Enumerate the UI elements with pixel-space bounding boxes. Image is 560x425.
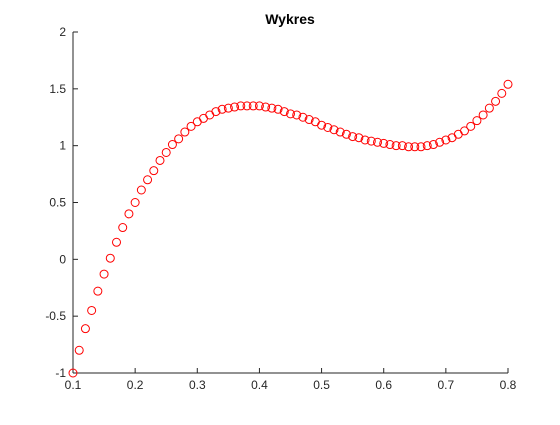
data-point <box>236 101 246 111</box>
data-point <box>379 138 389 148</box>
data-point <box>223 103 233 113</box>
data-point <box>211 107 221 117</box>
data-point <box>118 223 128 233</box>
data-point <box>304 115 314 125</box>
data-point <box>130 198 140 207</box>
x-tick-label: 0.7 <box>438 378 455 392</box>
data-point <box>217 104 227 114</box>
data-point <box>112 237 121 247</box>
data-point <box>478 110 488 120</box>
data-point <box>422 141 432 151</box>
data-point <box>248 101 258 111</box>
data-point <box>354 133 364 143</box>
data-point <box>298 112 308 122</box>
data-point <box>99 269 109 279</box>
data-point <box>335 127 345 137</box>
data-point <box>192 117 202 127</box>
data-points <box>68 79 513 378</box>
data-point <box>491 96 501 106</box>
data-point <box>366 136 376 146</box>
data-point <box>435 137 445 147</box>
data-point <box>136 185 146 195</box>
data-point <box>205 110 215 120</box>
data-point <box>167 140 177 150</box>
data-point <box>397 141 407 151</box>
y-tick-label: 1.5 <box>49 82 66 96</box>
data-point <box>391 141 401 151</box>
x-tick-label: 0.2 <box>127 378 144 392</box>
data-point <box>348 132 358 142</box>
data-point <box>329 125 339 135</box>
data-point <box>74 345 84 355</box>
data-point <box>186 121 196 131</box>
y-tick-label: 0 <box>59 252 66 266</box>
y-tick-label: 2 <box>59 25 66 39</box>
data-point <box>80 324 90 334</box>
data-point <box>87 305 97 315</box>
data-point <box>161 147 171 157</box>
y-tick-label: -1 <box>55 366 66 380</box>
x-tick-label: 0.3 <box>189 378 206 392</box>
data-point <box>279 107 289 117</box>
data-point <box>143 175 153 185</box>
data-point <box>385 140 395 150</box>
x-tick-label: 0.8 <box>500 378 517 392</box>
data-point <box>484 103 494 113</box>
data-point <box>453 129 463 139</box>
axes: 0.1 0.2 0.3 0.4 0.5 0.6 0.7 0.8 -1 -0.5 0 0.5 1 1.5 2 <box>45 25 516 392</box>
data-point <box>404 142 414 152</box>
data-point <box>441 135 451 145</box>
x-tick-label: 0.6 <box>375 378 392 392</box>
data-point <box>242 101 252 111</box>
data-point <box>199 113 208 123</box>
data-point <box>373 137 382 147</box>
data-point <box>155 155 165 165</box>
chart-title: Wykres <box>265 11 315 27</box>
y-tick-label: 1 <box>59 139 66 153</box>
data-point <box>105 253 115 263</box>
y-tick-label: -0.5 <box>45 309 66 323</box>
data-point <box>93 286 103 296</box>
data-point <box>466 121 476 131</box>
data-point <box>267 103 277 113</box>
data-point <box>254 101 264 111</box>
data-point <box>273 104 283 114</box>
data-point <box>174 134 184 144</box>
data-point <box>261 102 271 112</box>
data-point <box>68 368 78 378</box>
data-point <box>460 126 469 136</box>
data-point <box>317 120 327 130</box>
x-tick-label: 0.1 <box>65 378 82 392</box>
data-point <box>497 88 507 98</box>
data-point <box>472 116 482 126</box>
x-tick-label: 0.4 <box>251 378 268 392</box>
data-point <box>416 142 426 152</box>
data-point <box>360 135 370 145</box>
y-tick-label: 0.5 <box>49 196 66 210</box>
data-point <box>341 129 351 139</box>
data-point <box>286 109 295 119</box>
x-tick-label: 0.5 <box>313 378 330 392</box>
data-point <box>230 102 240 112</box>
data-point <box>410 142 420 152</box>
data-point <box>124 209 134 219</box>
data-point <box>149 166 159 176</box>
data-point <box>428 140 438 150</box>
data-point <box>323 122 333 132</box>
data-point <box>180 127 190 137</box>
data-point <box>503 79 513 89</box>
data-point <box>292 110 302 120</box>
